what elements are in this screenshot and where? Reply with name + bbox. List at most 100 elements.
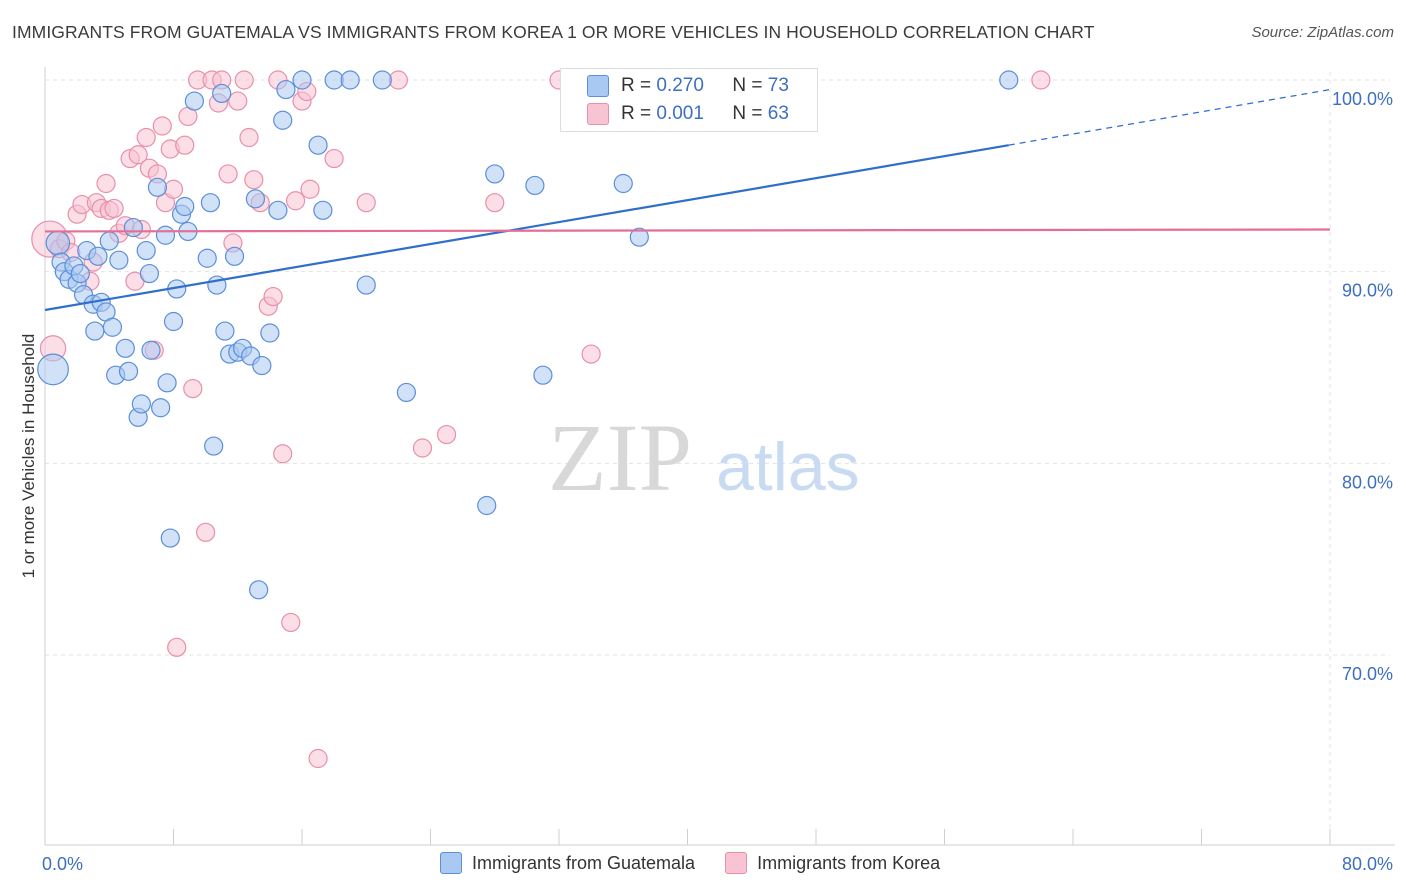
korea-point bbox=[325, 150, 343, 168]
guatemala-point bbox=[176, 198, 194, 216]
guatemala-point bbox=[137, 242, 155, 260]
y-tick-label: 100.0% bbox=[1332, 89, 1393, 109]
watermark: ZIP atlas bbox=[548, 404, 860, 511]
korea-point bbox=[582, 345, 600, 363]
korea-point bbox=[97, 175, 115, 193]
watermark-zip: ZIP bbox=[548, 404, 692, 511]
korea-point bbox=[486, 194, 504, 212]
guatemala-point bbox=[142, 341, 160, 359]
guatemala-point bbox=[120, 362, 138, 380]
korea-point bbox=[413, 439, 431, 457]
y-tick-label: 90.0% bbox=[1342, 281, 1393, 301]
korea-point bbox=[184, 380, 202, 398]
korea-point bbox=[1032, 71, 1050, 89]
korea-point bbox=[197, 523, 215, 541]
korea-point bbox=[357, 194, 375, 212]
watermark-atlas: atlas bbox=[716, 429, 860, 505]
guatemala-point bbox=[261, 324, 279, 342]
guatemala-point bbox=[250, 581, 268, 599]
guatemala-point bbox=[314, 201, 332, 219]
legend-label-guatemala: Immigrants from Guatemala bbox=[472, 853, 695, 874]
korea-point bbox=[287, 192, 305, 210]
guatemala-point bbox=[161, 529, 179, 547]
guatemala-r-value: 0.270 bbox=[656, 75, 732, 97]
guatemala-point bbox=[526, 176, 544, 194]
guatemala-point bbox=[100, 232, 118, 250]
guatemala-point bbox=[156, 226, 174, 244]
guatemala-point bbox=[213, 84, 231, 102]
korea-point bbox=[137, 129, 155, 147]
guatemala-point bbox=[226, 247, 244, 265]
korea-point bbox=[389, 71, 407, 89]
guatemala-point bbox=[103, 318, 121, 336]
guatemala-point bbox=[397, 383, 415, 401]
guatemala-point bbox=[277, 81, 295, 99]
guatemala-n-value: 73 bbox=[768, 75, 789, 97]
korea-point bbox=[176, 136, 194, 154]
n-label: N = bbox=[732, 75, 762, 97]
guatemala-point bbox=[152, 399, 170, 417]
korea-point bbox=[264, 288, 282, 306]
legend-item-guatemala[interactable]: Immigrants from Guatemala bbox=[440, 852, 695, 874]
guatemala-point bbox=[110, 251, 128, 269]
guatemala-point bbox=[165, 313, 183, 331]
korea-point bbox=[229, 92, 247, 110]
guatemala-point bbox=[216, 322, 234, 340]
guatemala-point bbox=[341, 71, 359, 89]
korea-trend-line bbox=[45, 230, 1330, 232]
korea-r-value: 0.001 bbox=[656, 103, 732, 125]
korea-legend-swatch bbox=[725, 852, 747, 874]
korea-point bbox=[165, 180, 183, 198]
guatemala-point bbox=[140, 265, 158, 283]
y-tick-labels: 70.0% 80.0% 90.0% 100.0% bbox=[1332, 89, 1393, 684]
n-label: N = bbox=[732, 103, 762, 125]
guatemala-point bbox=[158, 374, 176, 392]
korea-point bbox=[240, 129, 258, 147]
korea-point bbox=[105, 199, 123, 217]
legend-label-korea: Immigrants from Korea bbox=[757, 853, 940, 874]
guatemala-point bbox=[124, 219, 142, 237]
y-tick-label: 80.0% bbox=[1342, 472, 1393, 492]
stats-row-guatemala: R = 0.270 N = 73 bbox=[587, 73, 789, 99]
korea-point bbox=[282, 613, 300, 631]
guatemala-point bbox=[534, 366, 552, 384]
guatemala-point bbox=[246, 190, 264, 208]
guatemala-point bbox=[38, 354, 69, 385]
guatemala-point bbox=[116, 339, 134, 357]
guatemala-point bbox=[293, 71, 311, 89]
guatemala-legend-swatch bbox=[440, 852, 462, 874]
guatemala-point bbox=[86, 322, 104, 340]
r-label: R = bbox=[621, 103, 651, 125]
guatemala-point bbox=[185, 92, 203, 110]
y-tick-label: 70.0% bbox=[1342, 664, 1393, 684]
korea-point bbox=[235, 71, 253, 89]
guatemala-point bbox=[309, 136, 327, 154]
korea-point bbox=[309, 750, 327, 768]
guatemala-swatch bbox=[587, 75, 609, 97]
series-legend: Immigrants from Guatemala Immigrants fro… bbox=[440, 852, 970, 874]
r-label: R = bbox=[621, 75, 651, 97]
guatemala-point bbox=[269, 201, 287, 219]
korea-n-value: 63 bbox=[768, 103, 789, 125]
korea-point bbox=[274, 445, 292, 463]
guatemala-point bbox=[478, 497, 496, 515]
guatemala-point bbox=[46, 231, 69, 254]
guatemala-point bbox=[198, 249, 216, 267]
legend-item-korea[interactable]: Immigrants from Korea bbox=[725, 852, 940, 874]
guatemala-point bbox=[486, 165, 504, 183]
korea-points bbox=[32, 71, 1050, 768]
x-tick-label-max: 80.0% bbox=[1342, 854, 1393, 874]
x-tick-label-min: 0.0% bbox=[42, 854, 83, 874]
guatemala-point bbox=[1000, 71, 1018, 89]
korea-point bbox=[219, 165, 237, 183]
guatemala-point bbox=[132, 395, 150, 413]
korea-point bbox=[168, 638, 186, 656]
guatemala-point bbox=[148, 178, 166, 196]
guatemala-point bbox=[614, 175, 632, 193]
korea-point bbox=[301, 180, 319, 198]
guatemala-point bbox=[274, 111, 292, 129]
korea-point bbox=[245, 171, 263, 189]
guatemala-point bbox=[71, 265, 89, 283]
korea-swatch bbox=[587, 103, 609, 125]
guatemala-point bbox=[357, 276, 375, 294]
